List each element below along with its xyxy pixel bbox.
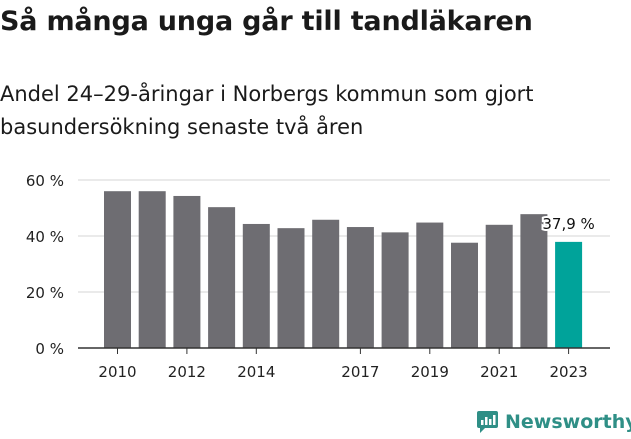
y-tick-label: 60 % bbox=[26, 172, 64, 190]
chart-title: Så många unga går till tandläkaren bbox=[0, 6, 533, 37]
y-tick-label: 40 % bbox=[26, 228, 64, 246]
bar-2017 bbox=[346, 227, 374, 348]
bar-2019 bbox=[416, 222, 444, 348]
bar-2020 bbox=[451, 242, 478, 348]
y-tick-label: 0 % bbox=[35, 340, 64, 358]
x-tick-label: 2019 bbox=[411, 363, 449, 381]
brand-logo: Newsworthy bbox=[476, 406, 631, 438]
x-tick-label: 2021 bbox=[480, 363, 518, 381]
bar-2010 bbox=[104, 191, 131, 348]
bar-2012 bbox=[173, 195, 201, 348]
x-tick-label: 2023 bbox=[550, 363, 588, 381]
x-tick-label: 2017 bbox=[341, 363, 379, 381]
x-tick-label: 2010 bbox=[98, 363, 136, 381]
chart-bubble-icon bbox=[477, 411, 498, 433]
bar-2021 bbox=[485, 224, 513, 348]
bar-2016 bbox=[312, 219, 340, 348]
bar-2023 bbox=[555, 241, 583, 348]
chart-subtitle: Andel 24–29-åringar i Norbergs kommun so… bbox=[0, 78, 620, 144]
data-label: 37,9 % bbox=[542, 215, 594, 233]
x-tick-label: 2014 bbox=[237, 363, 275, 381]
bar-2014 bbox=[242, 223, 270, 348]
bar-chart: 0 % 20 % 40 % 60 % 2010 2012 2014 2017 2019 2021 2… bbox=[26, 172, 610, 381]
y-tick-label: 20 % bbox=[26, 284, 64, 302]
subtitle-line-2: basundersökning senaste två åren bbox=[0, 115, 364, 139]
x-tick-label: 2012 bbox=[168, 363, 206, 381]
bar-2011 bbox=[138, 191, 166, 348]
brand-name: Newsworthy bbox=[505, 411, 631, 433]
bar-2018 bbox=[381, 232, 409, 348]
bar-2013 bbox=[208, 207, 236, 348]
bar-2015 bbox=[277, 228, 305, 348]
bar-2022 bbox=[520, 214, 548, 348]
subtitle-line-1: Andel 24–29-åringar i Norbergs kommun so… bbox=[0, 82, 534, 106]
